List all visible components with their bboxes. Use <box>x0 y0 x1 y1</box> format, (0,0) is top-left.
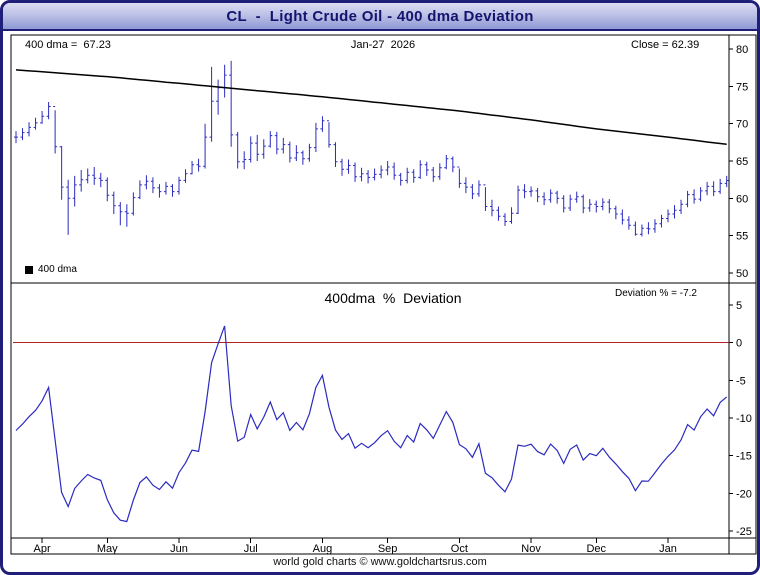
deviation-ytick-label: -15 <box>736 451 752 463</box>
deviation-ytick-label: -10 <box>736 413 752 425</box>
month-label: Aug <box>313 543 333 555</box>
deviation-ytick-label: 5 <box>736 300 742 312</box>
footer-credit: world gold charts © www.goldchartsrus.co… <box>273 556 487 568</box>
deviation-ytick-label: -25 <box>736 526 752 538</box>
price-ytick-label: 55 <box>736 231 748 243</box>
chart-title: CL - Light Crude Oil - 400 dma Deviation <box>226 7 534 25</box>
chart-outer-border <box>10 34 757 555</box>
date-label: Jan-27 2026 <box>350 39 416 51</box>
ma-legend: 400 dma <box>25 264 77 275</box>
price-ytick-label: 70 <box>736 119 748 131</box>
price-ytick-label: 50 <box>736 268 748 280</box>
price-ytick-label: 80 <box>736 44 748 56</box>
deviation-panel-title: 400dma % Deviation <box>324 290 462 306</box>
ohlc-bars <box>14 60 729 237</box>
deviation-line <box>15 325 728 523</box>
month-label: Jan <box>659 543 677 555</box>
price-ytick-label: 75 <box>736 81 748 93</box>
month-label: May <box>97 543 118 555</box>
close-value-label: Close = 62.39 <box>631 39 700 51</box>
deviation-ytick-label: -20 <box>736 488 752 500</box>
month-label: Nov <box>521 543 541 555</box>
month-label: Jul <box>244 543 258 555</box>
month-label: Sep <box>378 543 398 555</box>
deviation-ytick-label: 0 <box>736 338 742 350</box>
deviation-ytick-label: -5 <box>736 375 746 387</box>
deviation-value-label: Deviation % = -7.2 <box>615 288 697 299</box>
month-label: Apr <box>34 543 51 555</box>
price-ytick-label: 65 <box>736 156 748 168</box>
ma-value-label: 400 dma = 67.23 <box>25 39 111 51</box>
ma-legend-swatch <box>25 265 33 274</box>
ma-legend-label: 400 dma <box>38 264 77 275</box>
month-label: Oct <box>451 543 468 555</box>
month-label: Jun <box>170 543 188 555</box>
month-label: Dec <box>586 543 606 555</box>
title-bar: CL - Light Crude Oil - 400 dma Deviation <box>3 3 757 31</box>
price-ytick-label: 60 <box>736 193 748 205</box>
ma-400-line <box>15 69 727 146</box>
